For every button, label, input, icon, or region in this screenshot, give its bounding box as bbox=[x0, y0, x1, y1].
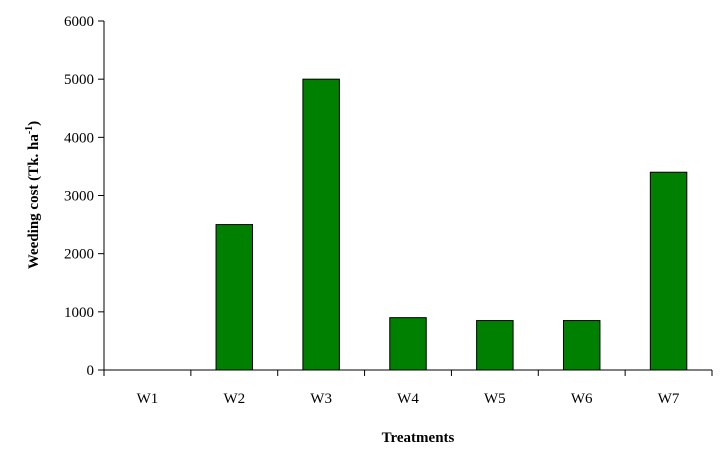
y-tick-label: 0 bbox=[87, 363, 95, 379]
y-tick-label: 6000 bbox=[64, 14, 94, 30]
x-tick-label: W7 bbox=[658, 391, 680, 407]
y-ticks: 0 1000 2000 3000 4000 5000 6000 bbox=[64, 14, 104, 379]
x-ticks: W1 W2 W3 W4 W5 W6 W7 bbox=[103, 370, 713, 407]
x-axis-title: Treatments bbox=[382, 430, 455, 446]
x-tick-label: W1 bbox=[137, 391, 159, 407]
bar-w7 bbox=[649, 171, 688, 371]
y-axis-title: Weeding cost (Tk. ha-1) bbox=[24, 121, 42, 269]
bar-w2 bbox=[215, 224, 254, 371]
x-tick-label: W6 bbox=[571, 391, 593, 407]
bar-w6 bbox=[562, 320, 601, 371]
y-axis-title-main: Weeding cost (Tk. ha bbox=[26, 134, 42, 270]
y-tick-label: 1000 bbox=[64, 305, 94, 321]
bars-layer bbox=[215, 78, 688, 371]
y-tick-label: 3000 bbox=[64, 189, 94, 205]
y-tick-label: 5000 bbox=[64, 72, 94, 88]
bar-w4 bbox=[389, 317, 427, 371]
y-tick-label: 4000 bbox=[64, 130, 94, 146]
y-axis-title-end: ) bbox=[26, 121, 42, 126]
x-tick-label: W2 bbox=[223, 391, 245, 407]
bar-w5 bbox=[476, 320, 514, 371]
x-tick-label: W3 bbox=[310, 391, 332, 407]
bar-w3 bbox=[302, 78, 340, 371]
y-tick-label: 2000 bbox=[64, 247, 94, 263]
x-tick-label: W5 bbox=[484, 391, 506, 407]
y-axis-title-superscript: -1 bbox=[24, 126, 35, 134]
x-tick-label: W4 bbox=[397, 391, 419, 407]
